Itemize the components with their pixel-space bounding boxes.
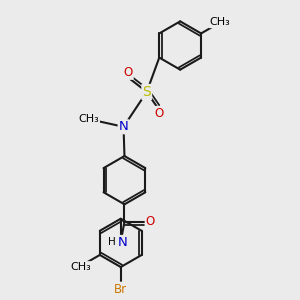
- Text: N: N: [118, 236, 128, 249]
- Text: O: O: [146, 215, 155, 229]
- Text: Br: Br: [114, 283, 127, 296]
- Text: H: H: [108, 237, 115, 248]
- Text: S: S: [142, 85, 151, 99]
- Text: O: O: [154, 107, 164, 120]
- Text: O: O: [124, 66, 133, 79]
- Text: CH₃: CH₃: [78, 114, 99, 124]
- Text: N: N: [119, 120, 128, 133]
- Text: CH₃: CH₃: [70, 262, 91, 272]
- Text: CH₃: CH₃: [210, 17, 230, 27]
